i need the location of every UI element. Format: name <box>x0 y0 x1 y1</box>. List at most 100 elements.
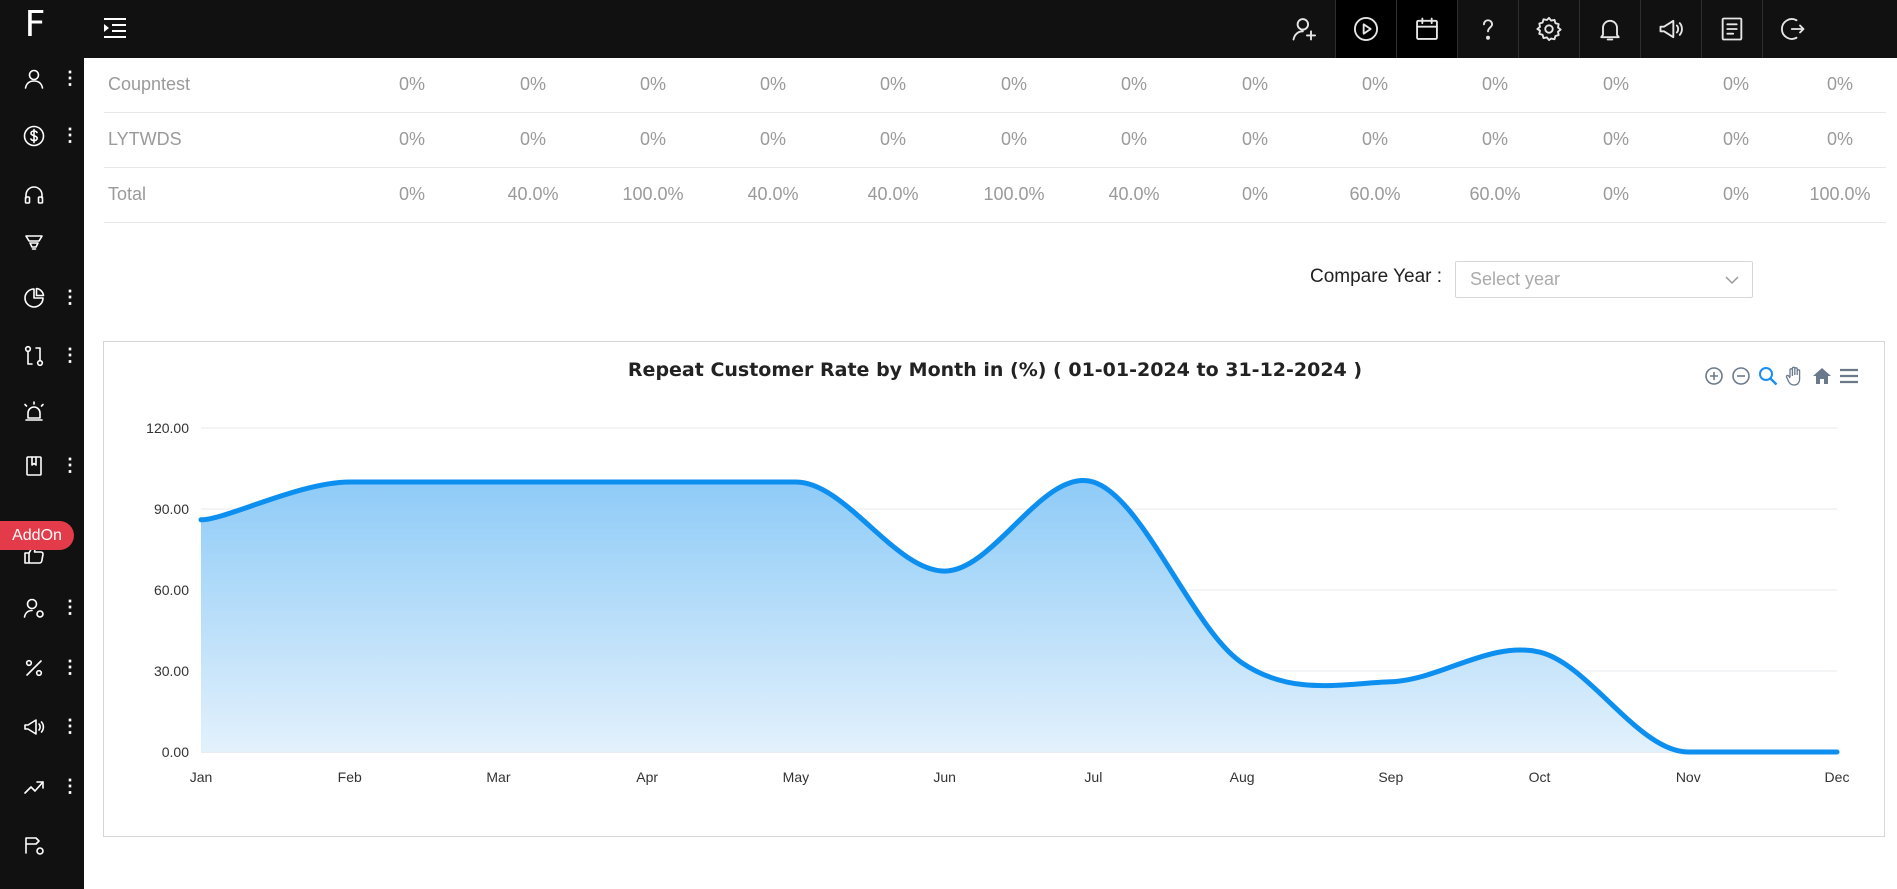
home-icon[interactable] <box>1811 365 1833 387</box>
table-cell: 0% <box>759 129 786 149</box>
megaphone-icon <box>24 719 45 735</box>
menu-toggle-icon[interactable] <box>102 15 128 41</box>
zoom-in-icon[interactable] <box>1703 365 1725 387</box>
sidebar-item-book[interactable]: ⋮ <box>0 445 84 485</box>
topbar-calendar-button[interactable] <box>1396 0 1457 58</box>
table-cell: 100.0% <box>622 184 684 204</box>
table-cell: 40.0% <box>507 184 559 204</box>
table-cell: 0% <box>1241 74 1268 94</box>
x-tick-label: Feb <box>338 769 362 785</box>
dollar-icon <box>23 125 45 147</box>
table-cell: 0% <box>1722 184 1749 204</box>
top-bar <box>84 0 1897 58</box>
table-cell: 0% <box>1481 74 1508 94</box>
table-cell: 60.0% <box>1349 184 1401 204</box>
sidebar-item-user[interactable]: ⋮ <box>0 58 84 98</box>
sidebar-more-menu[interactable]: ⋮ <box>61 776 79 796</box>
sidebar-item-headphones[interactable] <box>0 174 84 214</box>
sidebar-item-pie-chart[interactable]: ⋮ <box>0 277 84 317</box>
sidebar-more-menu[interactable]: ⋮ <box>61 716 79 736</box>
table-cell: 0% <box>1602 74 1629 94</box>
sidebar-item-git-compare[interactable]: ⋮ <box>0 335 84 375</box>
sidebar-item-funnel[interactable] <box>0 222 84 262</box>
x-tick-label: Jul <box>1084 769 1102 785</box>
magnifier-icon[interactable] <box>1757 365 1779 387</box>
sidebar-more-menu[interactable]: ⋮ <box>61 345 79 365</box>
table-cell: 60.0% <box>1469 184 1521 204</box>
sidebar: F ⋮ ⋮ ⋮ ⋮ ⋮ ⋮ ⋮ ⋮ ⋮ AddOn <box>0 0 84 889</box>
table-cell: 0% <box>1361 74 1388 94</box>
settings-icon <box>1536 16 1562 42</box>
sidebar-more-menu[interactable]: ⋮ <box>61 657 79 677</box>
table-cell: 0% <box>1481 129 1508 149</box>
table-cell: 40.0% <box>867 184 919 204</box>
table-cell: 0% <box>1602 129 1629 149</box>
list-icon <box>1721 17 1743 41</box>
table-cell: 100.0% <box>1809 184 1871 204</box>
y-tick-label: 120.00 <box>146 420 189 436</box>
sidebar-more-menu[interactable]: ⋮ <box>61 597 79 617</box>
pan-hand-icon[interactable] <box>1784 365 1806 387</box>
table-cell: 0% <box>398 129 425 149</box>
topbar-add-user-button[interactable] <box>1274 0 1334 58</box>
user-icon <box>24 69 44 89</box>
row-label: LYTWDS <box>108 129 182 149</box>
table-cell: 0% <box>1361 129 1388 149</box>
sidebar-item-trending-up[interactable]: ⋮ <box>0 766 84 806</box>
table-cell: 0% <box>1241 129 1268 149</box>
help-icon <box>1482 19 1494 40</box>
route-icon <box>25 837 44 855</box>
topbar-play-circle-button[interactable] <box>1335 0 1396 58</box>
sidebar-item-dollar[interactable]: ⋮ <box>0 115 84 155</box>
table-cell: 0% <box>759 74 786 94</box>
year-select[interactable]: Select year <box>1455 261 1753 298</box>
topbar-logout-button[interactable] <box>1762 0 1823 58</box>
sidebar-more-menu[interactable]: ⋮ <box>61 287 79 307</box>
addon-badge[interactable]: AddOn <box>0 521 74 550</box>
table-cell: 0% <box>639 74 666 94</box>
topbar-settings-button[interactable] <box>1518 0 1579 58</box>
x-tick-label: Jun <box>933 769 956 785</box>
headphones-icon <box>24 186 44 204</box>
sidebar-item-percent[interactable]: ⋮ <box>0 647 84 687</box>
sidebar-item-user-settings[interactable]: ⋮ <box>0 587 84 627</box>
table-cell: 0% <box>1722 129 1749 149</box>
sidebar-item-alarm[interactable] <box>0 391 84 431</box>
sidebar-item-route[interactable] <box>0 824 84 864</box>
table-cell: 0% <box>398 184 425 204</box>
table-cell: 40.0% <box>1108 184 1160 204</box>
zoom-out-icon[interactable] <box>1730 365 1752 387</box>
funnel-icon <box>25 235 43 250</box>
x-tick-label: May <box>783 769 809 785</box>
topbar-list-button[interactable] <box>1701 0 1762 58</box>
sidebar-more-menu[interactable]: ⋮ <box>61 125 79 145</box>
git-compare-icon <box>24 345 44 367</box>
table-cell: 0% <box>1120 129 1147 149</box>
topbar-bell-button[interactable] <box>1579 0 1640 58</box>
topbar-megaphone-button[interactable] <box>1640 0 1701 58</box>
chart-canvas: Repeat Customer Rate by Month in (%) ( 0… <box>146 359 1849 785</box>
sidebar-item-megaphone[interactable]: ⋮ <box>0 706 84 746</box>
sidebar-more-menu[interactable]: ⋮ <box>61 455 79 475</box>
book-icon <box>26 456 42 476</box>
table-cell: 0% <box>519 129 546 149</box>
topbar-help-button[interactable] <box>1457 0 1518 58</box>
chart-toolbar <box>1703 365 1860 387</box>
logout-icon <box>1780 18 1805 40</box>
megaphone-icon <box>1659 19 1683 39</box>
table-row: Total 0% 40.0% 100.0% 40.0% 40.0% 100.0% 40.0% 0… <box>104 168 1886 223</box>
app-logo[interactable]: F <box>24 4 46 45</box>
y-tick-label: 90.00 <box>154 501 189 517</box>
hamburger-icon[interactable] <box>1838 365 1860 387</box>
table-cell: 0% <box>1120 74 1147 94</box>
user-settings-icon <box>23 598 44 618</box>
sidebar-more-menu[interactable]: ⋮ <box>61 68 79 88</box>
table-cell: 0% <box>879 74 906 94</box>
table-cell: 0% <box>1000 74 1027 94</box>
table-cell: 0% <box>1722 74 1749 94</box>
calendar-icon <box>1416 17 1438 40</box>
row-label: Total <box>108 184 147 204</box>
table-row: Coupntest 0% 0% 0% 0% 0% 0% 0% 0% 0% 0% 0% 0% 0% <box>104 58 1886 113</box>
chevron-down-icon <box>1725 276 1739 285</box>
series-line <box>198 477 1840 755</box>
